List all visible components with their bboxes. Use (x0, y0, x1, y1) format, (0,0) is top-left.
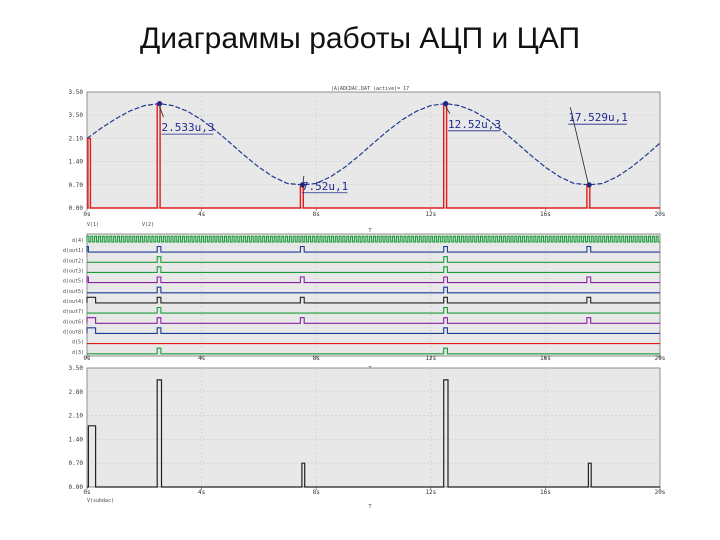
x-tick-label: 4s (198, 211, 206, 218)
y-tick-label: 0.70 (69, 460, 84, 467)
y-tick-label: 2.80 (69, 389, 84, 396)
x-tick-label: 0s (83, 211, 91, 218)
row-label: d(out8) (63, 329, 84, 335)
row-label: d(3) (72, 350, 84, 356)
x-tick-label: 12s (425, 355, 436, 362)
annotation-label: 12.52u,3 (448, 118, 501, 131)
row-label: d(out4) (63, 299, 84, 305)
y-tick-label: 2.10 (69, 413, 84, 420)
x-tick-label: 20s (655, 489, 666, 496)
plot-area-3 (86, 367, 661, 488)
row-label: d(out5) (63, 279, 84, 285)
x-tick-label: 0s (83, 489, 91, 496)
dac-output-line (87, 379, 660, 488)
x-axis-label: T (368, 504, 371, 510)
series-line-1 (86, 102, 661, 186)
y-tick-label: 0.00 (69, 205, 84, 212)
row-label: d(out6) (63, 319, 84, 325)
x-tick-label: 12s (425, 489, 436, 496)
y-tick-label: 3.50 (69, 112, 84, 119)
page-title: Диаграммы работы АЦП и ЦАП (139, 22, 581, 55)
y-tick-label: 2.10 (69, 135, 84, 142)
digital-trace (86, 276, 660, 284)
x-tick-label: 16s (540, 211, 551, 218)
row-label: d(out2) (63, 258, 84, 264)
plot-area-1 (86, 91, 661, 209)
annotation-point (156, 101, 163, 107)
digital-trace (86, 256, 660, 263)
y-tick-label: 0.00 (69, 484, 84, 491)
digital-trace (86, 306, 660, 314)
y-tick-label: 0.70 (69, 182, 84, 189)
annotation-label: 17.529u,1 (568, 111, 628, 124)
digital-trace (86, 317, 660, 324)
y-tick-label: 3.50 (69, 89, 84, 96)
row-label: d(out7) (63, 309, 84, 315)
digital-trace (86, 286, 660, 294)
x-tick-label: 16s (540, 355, 551, 362)
x-tick-label: 0s (83, 355, 91, 362)
annotation-leader (302, 175, 305, 188)
row-label: d(out1) (63, 248, 84, 254)
digital-trace (86, 296, 660, 304)
annotation-leader (445, 106, 451, 114)
y-tick-label: 3.50 (69, 365, 84, 372)
digital-trace (86, 327, 660, 334)
x-tick-label: 4s (198, 489, 206, 496)
digital-trace (86, 235, 660, 243)
x-tick-label: 8s (313, 489, 321, 496)
x-tick-label: 20s (655, 355, 666, 362)
x-tick-label: 16s (540, 489, 551, 496)
row-label: d(out5) (63, 289, 84, 295)
annotation-leader (569, 107, 590, 188)
x-tick-label: 20s (655, 211, 666, 218)
x-tick-label: 8s (313, 211, 321, 218)
annotation-point (443, 101, 449, 107)
row-label: d(out3) (63, 268, 84, 274)
row-label: d(4) (72, 238, 84, 244)
x-tick-label: 4s (198, 355, 206, 362)
plot-area-2 (86, 233, 661, 357)
y-tick-label: 1.40 (69, 159, 84, 166)
x-tick-label: 8s (313, 355, 321, 362)
annotation-label: 2.533u,3 (161, 121, 214, 134)
y-tick-label: 1.40 (69, 436, 84, 443)
x-tick-label: 12s (425, 211, 436, 218)
chart-header: (A)ADCDAC.DAT (active)= 17 (331, 86, 409, 92)
legend-entry: V(2) (142, 222, 154, 228)
annotation-label: 7.52u,1 (302, 180, 348, 193)
digital-trace (86, 347, 660, 355)
digital-trace (86, 266, 660, 273)
legend-entry: V(subdac) (87, 498, 114, 504)
legend-entry: V(1) (87, 222, 99, 228)
x-axis-label: T (368, 228, 371, 234)
digital-trace (86, 245, 660, 253)
row-label: d(5) (72, 340, 84, 346)
annotation-leader (159, 106, 164, 118)
